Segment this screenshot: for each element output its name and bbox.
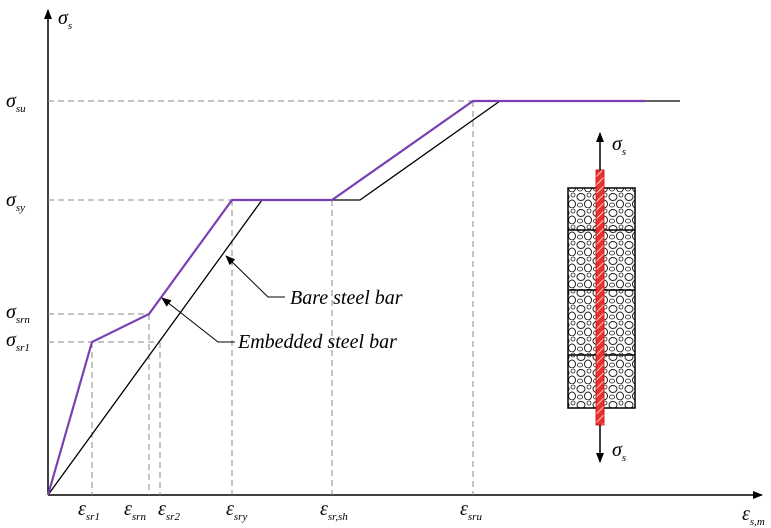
y-level-label: σsr1: [6, 329, 30, 354]
x-level-label: εsrn: [124, 498, 146, 523]
y-level-label: σsy: [6, 189, 25, 214]
guides: [48, 100, 474, 495]
y-level-label: σsu: [6, 90, 26, 115]
leader: [225, 255, 285, 298]
specimen-label: σs: [612, 133, 626, 158]
y-axis-label: σs: [58, 7, 72, 32]
x-level-label: εsru: [460, 498, 482, 523]
y-level-label: σsrn: [6, 301, 30, 326]
specimen: [567, 132, 636, 463]
specimen-label: σs: [612, 439, 626, 464]
annotation: Embedded steel bar: [237, 331, 397, 353]
x-level-label: εsr,sh: [320, 498, 348, 523]
x-level-label: εsr1: [78, 498, 100, 523]
embedded-bar-curve: [46, 99, 645, 496]
x-level-label: εsry: [226, 498, 247, 523]
annotation: Bare steel bar: [290, 287, 403, 309]
x-axis-label: εs,m: [742, 503, 765, 528]
leader: [161, 297, 235, 343]
x-level-label: εsr2: [158, 498, 180, 523]
